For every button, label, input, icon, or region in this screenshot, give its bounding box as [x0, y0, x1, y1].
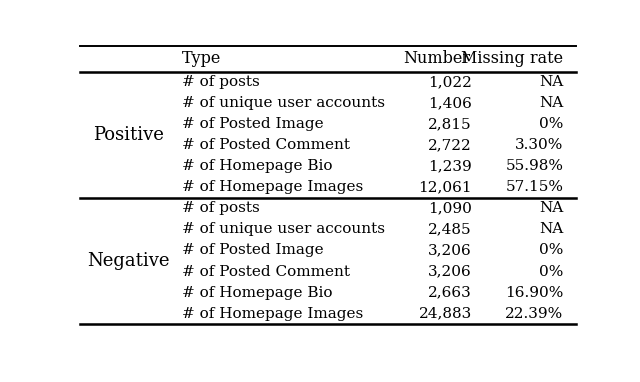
Text: 3,206: 3,206 [428, 264, 472, 278]
Text: 22.39%: 22.39% [506, 307, 564, 320]
Text: NA: NA [540, 75, 564, 89]
Text: 1,022: 1,022 [428, 75, 472, 89]
Text: Missing rate: Missing rate [461, 50, 564, 67]
Text: 2,663: 2,663 [428, 286, 472, 299]
Text: 16.90%: 16.90% [505, 286, 564, 299]
Text: # of posts: # of posts [182, 75, 259, 89]
Text: Negative: Negative [87, 252, 170, 270]
Text: # of Homepage Images: # of Homepage Images [182, 180, 363, 194]
Text: 0%: 0% [540, 243, 564, 257]
Text: # of unique user accounts: # of unique user accounts [182, 222, 385, 236]
Text: 2,815: 2,815 [428, 117, 472, 131]
Text: # of posts: # of posts [182, 201, 259, 215]
Text: 2,485: 2,485 [428, 222, 472, 236]
Text: NA: NA [540, 201, 564, 215]
Text: Type: Type [182, 50, 221, 67]
Text: # of Posted Image: # of Posted Image [182, 243, 323, 257]
Text: Positive: Positive [93, 126, 164, 144]
Text: 1,406: 1,406 [428, 96, 472, 110]
Text: # of Homepage Images: # of Homepage Images [182, 307, 363, 320]
Text: # of Posted Comment: # of Posted Comment [182, 138, 349, 152]
Text: 2,722: 2,722 [428, 138, 472, 152]
Text: 3,206: 3,206 [428, 243, 472, 257]
Text: 57.15%: 57.15% [506, 180, 564, 194]
Text: 0%: 0% [540, 117, 564, 131]
Text: 12,061: 12,061 [418, 180, 472, 194]
Text: 55.98%: 55.98% [506, 159, 564, 173]
Text: NA: NA [540, 96, 564, 110]
Text: 1,239: 1,239 [428, 159, 472, 173]
Text: NA: NA [540, 222, 564, 236]
Text: # of Homepage Bio: # of Homepage Bio [182, 286, 332, 299]
Text: 0%: 0% [540, 264, 564, 278]
Text: 1,090: 1,090 [428, 201, 472, 215]
Text: # of Posted Image: # of Posted Image [182, 117, 323, 131]
Text: # of unique user accounts: # of unique user accounts [182, 96, 385, 110]
Text: 24,883: 24,883 [419, 307, 472, 320]
Text: # of Posted Comment: # of Posted Comment [182, 264, 349, 278]
Text: 3.30%: 3.30% [515, 138, 564, 152]
Text: Number: Number [404, 50, 470, 67]
Text: # of Homepage Bio: # of Homepage Bio [182, 159, 332, 173]
